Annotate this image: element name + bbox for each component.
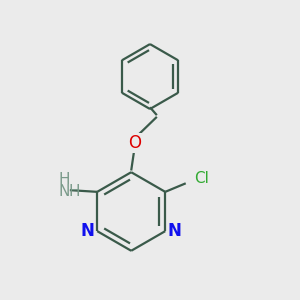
Text: N: N bbox=[58, 184, 70, 200]
Text: N: N bbox=[168, 222, 182, 240]
Text: O: O bbox=[128, 134, 141, 152]
Text: H: H bbox=[58, 172, 70, 188]
Text: N: N bbox=[81, 222, 94, 240]
Text: H: H bbox=[68, 184, 80, 200]
Text: Cl: Cl bbox=[195, 171, 209, 186]
